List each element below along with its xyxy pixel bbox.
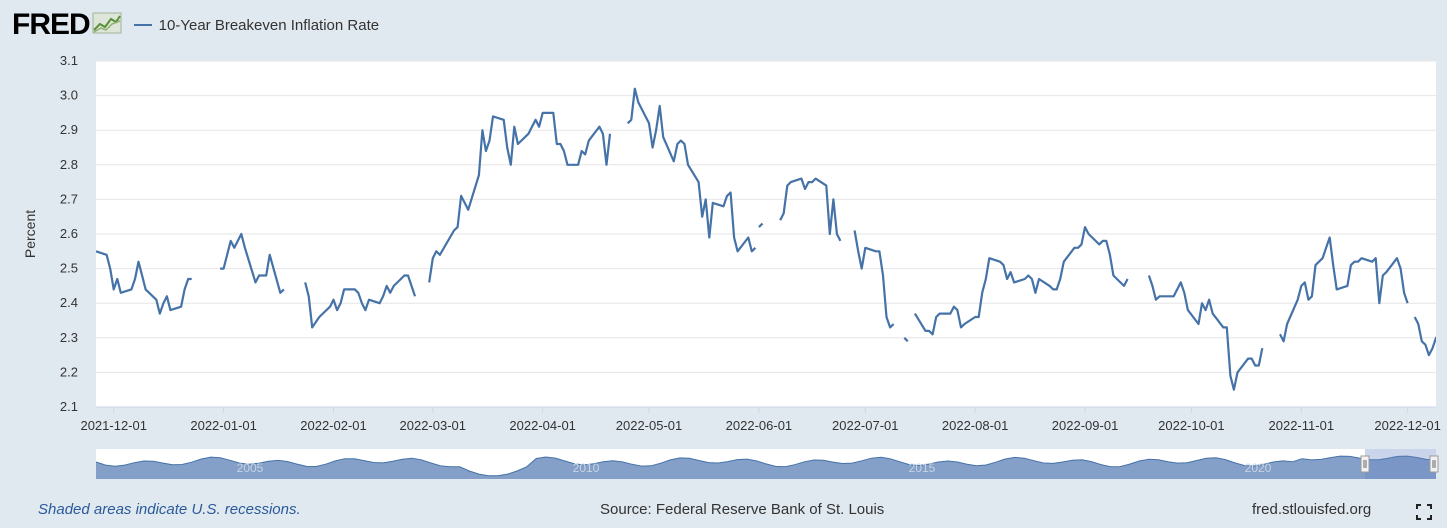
legend-swatch — [133, 24, 152, 26]
legend-series-label: 10-Year Breakeven Inflation Rate — [158, 16, 380, 34]
series-line-segment[interactable] — [1279, 236, 1409, 343]
x-tick-label: 2022-08-01 — [942, 418, 1009, 433]
x-tick-label: 2022-01-01 — [190, 418, 257, 433]
y-tick-label: 2.8 — [60, 157, 78, 172]
source-note: Source: Federal Reserve Bank of St. Loui… — [600, 501, 885, 518]
series-line-segment[interactable] — [758, 222, 764, 228]
x-tick-label: 2022-09-01 — [1052, 418, 1119, 433]
y-tick-label: 2.6 — [60, 226, 78, 241]
x-tick-label: 2022-06-01 — [726, 418, 793, 433]
y-tick-label: 2.7 — [60, 191, 78, 206]
fred-graph-icon — [92, 12, 122, 39]
y-tick-label: 2.9 — [60, 122, 78, 137]
navigator-handle[interactable] — [1360, 455, 1370, 473]
legend[interactable]: 10-Year Breakeven Inflation Rate — [133, 16, 380, 34]
series-line-segment[interactable] — [853, 230, 895, 329]
y-tick-label: 2.5 — [60, 261, 78, 276]
recession-note: Shaded areas indicate U.S. recessions. — [38, 501, 301, 518]
x-tick-label: 2021-12-01 — [80, 418, 147, 433]
y-axis-title: Percent — [22, 210, 38, 258]
y-axis-ticks: 3.1 3.0 2.9 2.8 2.7 2.6 2.5 2.4 2.3 2.2 2.1 — [60, 53, 78, 414]
x-tick-label: 2022-11-01 — [1269, 418, 1335, 433]
series-line-segment[interactable] — [626, 87, 757, 253]
y-tick-label: 3.0 — [60, 88, 78, 103]
series-line-segment[interactable] — [304, 274, 417, 329]
y-tick-label: 2.4 — [60, 295, 78, 310]
chart-header: FRED 10-Year Breakeven Inflation Rate — [12, 8, 379, 42]
x-tick-label: 2022-07-01 — [832, 418, 899, 433]
fullscreen-icon[interactable] — [1416, 504, 1432, 520]
navigator-line — [95, 455, 1437, 477]
x-tick-label: 2022-04-01 — [509, 418, 576, 433]
navigator[interactable]: 2005 2010 2015 2020 — [95, 449, 1439, 479]
navigator-label: 2005 — [237, 461, 264, 475]
series-line-segment[interactable] — [913, 226, 1129, 336]
navigator-series — [96, 456, 1436, 479]
navigator-handle[interactable] — [1429, 455, 1439, 473]
navigator-selection[interactable] — [1365, 449, 1436, 479]
x-tick-label: 2022-12-01 — [1374, 418, 1441, 433]
series-line-segment[interactable] — [1413, 316, 1447, 357]
x-axis-ticks: 2021-12-01 2022-01-01 2022-02-01 2022-03-01… — [80, 406, 1441, 433]
series-line-segment[interactable] — [96, 250, 192, 315]
series-line-segment[interactable] — [903, 337, 909, 343]
y-tick-label: 3.1 — [60, 53, 78, 68]
x-tick-label: 2022-10-01 — [1158, 418, 1225, 433]
series-line-segment[interactable] — [779, 177, 842, 242]
navigator-label: 2020 — [1245, 461, 1272, 475]
series-line-segment[interactable] — [220, 232, 285, 294]
navigator-label: 2010 — [573, 461, 600, 475]
site-url[interactable]: fred.stlouisfed.org — [1252, 501, 1372, 518]
line-chart[interactable]: 3.1 3.0 2.9 2.8 2.7 2.6 2.5 2.4 2.3 2.2 2.1 2021-1… — [0, 0, 1447, 500]
x-tick-label: 2022-02-01 — [300, 418, 367, 433]
y-tick-label: 2.2 — [60, 364, 78, 379]
y-tick-label: 2.3 — [60, 330, 78, 345]
fred-logo[interactable]: FRED — [12, 8, 91, 41]
x-tick-label: 2022-03-01 — [400, 418, 467, 433]
series-line-segment[interactable] — [428, 111, 612, 283]
navigator-label: 2015 — [909, 461, 936, 475]
series-line-segment[interactable] — [1147, 275, 1264, 391]
y-tick-label: 2.1 — [60, 399, 78, 414]
x-tick-label: 2022-05-01 — [616, 418, 683, 433]
series-lines[interactable] — [96, 87, 1447, 391]
